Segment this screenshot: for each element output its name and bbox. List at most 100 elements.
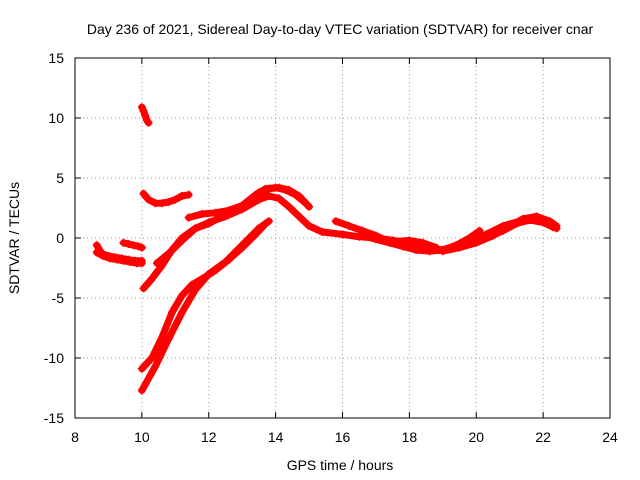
data-point — [184, 213, 193, 222]
data-point — [106, 254, 115, 263]
data-point — [198, 274, 207, 283]
data-point — [295, 192, 304, 200]
data-point — [238, 243, 247, 252]
data-point — [188, 280, 197, 289]
data-point — [139, 189, 148, 198]
data-point — [164, 198, 173, 206]
x-tick-label: 14 — [268, 429, 284, 445]
data-point — [184, 190, 193, 199]
data-layer — [92, 103, 561, 395]
x-tick-label: 22 — [535, 429, 551, 445]
x-axis-label: GPS time / hours — [287, 457, 394, 473]
tick-labels: 8 10 12 14 16 18 20 22 24 -15 -10 -5 0 5 10 15 — [44, 50, 618, 445]
data-point — [231, 206, 240, 215]
data-point — [92, 248, 101, 257]
data-point — [144, 195, 153, 204]
data-point — [92, 241, 101, 250]
data-point — [139, 106, 148, 115]
data-point — [525, 216, 534, 224]
data-point — [211, 266, 220, 275]
data-point — [539, 218, 548, 227]
data-point — [398, 242, 407, 251]
x-tick-label: 16 — [335, 429, 351, 445]
data-point — [119, 256, 128, 265]
axis-ticks — [74, 57, 611, 419]
series-arc-e — [139, 189, 193, 208]
x-tick-label: 10 — [134, 429, 150, 445]
data-point — [147, 354, 156, 362]
data-point — [178, 236, 186, 245]
data-point — [318, 228, 327, 236]
data-point — [151, 362, 160, 371]
series-arc-k — [152, 200, 253, 268]
data-point — [358, 231, 367, 240]
series-trace — [359, 227, 484, 255]
y-tick-label: 10 — [48, 110, 64, 126]
x-tick-label: 8 — [71, 429, 79, 445]
data-point — [144, 118, 153, 127]
data-point — [295, 212, 304, 221]
data-point — [338, 230, 347, 239]
series-arc-o — [465, 216, 558, 247]
y-tick-label: -5 — [52, 290, 65, 306]
data-point — [151, 199, 160, 208]
data-point — [164, 249, 173, 258]
y-tick-label: -15 — [44, 410, 64, 426]
data-point — [204, 219, 213, 228]
data-point — [285, 186, 293, 194]
data-point — [126, 258, 135, 266]
y-tick-label: 0 — [56, 230, 64, 246]
data-point — [129, 241, 138, 250]
y-axis-label: SDTVAR / TECUs — [6, 182, 22, 294]
data-point — [137, 259, 146, 268]
series-arc-j — [137, 219, 270, 373]
data-point — [405, 236, 414, 245]
data-point — [211, 208, 220, 217]
data-point — [465, 238, 474, 247]
data-point — [331, 217, 340, 226]
data-point — [99, 252, 108, 260]
data-point — [119, 238, 128, 247]
data-point — [264, 184, 273, 193]
data-point — [549, 223, 558, 232]
data-point — [112, 255, 121, 264]
y-tick-label: -10 — [44, 350, 64, 366]
data-point — [385, 238, 394, 247]
data-point — [254, 188, 263, 197]
data-point — [137, 364, 146, 373]
data-point — [139, 284, 148, 293]
data-point — [178, 291, 186, 300]
data-point — [425, 247, 434, 256]
x-tick-label: 24 — [602, 429, 618, 445]
data-point — [499, 226, 507, 235]
data-point — [137, 103, 146, 112]
data-point — [191, 285, 200, 294]
data-point — [345, 222, 354, 230]
series-trace — [138, 217, 273, 394]
x-tick-label: 18 — [402, 429, 418, 445]
data-point — [124, 240, 133, 248]
data-point — [171, 195, 180, 204]
y-tick-label: 5 — [56, 170, 64, 186]
data-point — [191, 224, 200, 233]
data-point — [178, 308, 186, 317]
data-point — [254, 195, 263, 204]
data-point — [137, 386, 146, 395]
x-tick-label: 20 — [468, 429, 484, 445]
series-arc-i — [137, 217, 273, 395]
data-point — [274, 194, 283, 203]
data-point — [274, 183, 283, 192]
data-point — [305, 202, 314, 211]
series-trace — [138, 220, 270, 373]
data-point — [455, 243, 464, 252]
data-point — [261, 219, 270, 228]
data-point — [147, 274, 156, 283]
data-point — [164, 334, 173, 343]
data-point — [218, 212, 227, 221]
data-point — [167, 308, 176, 317]
data-point — [371, 235, 380, 244]
series-arc-c — [119, 238, 146, 252]
data-point — [157, 333, 166, 342]
data-point — [418, 238, 427, 247]
